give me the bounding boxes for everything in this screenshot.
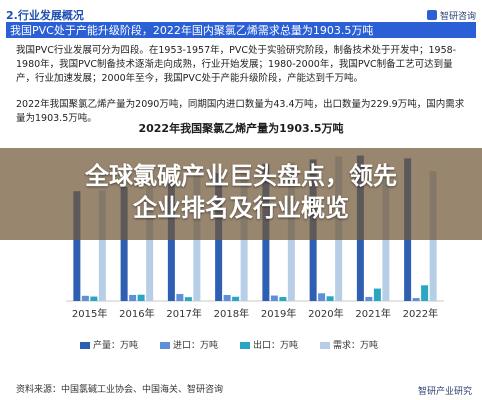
headline: 全球氯碱产业巨头盘点，领先 企业排名及行业概览 — [0, 160, 482, 224]
bar-export-2017年 — [184, 297, 192, 301]
bar-import-2016年 — [129, 294, 137, 301]
bar-demand-2016年 — [146, 187, 154, 301]
bar-export-2020年 — [326, 296, 334, 301]
brand-logo: 智研咨询 — [426, 9, 476, 22]
paragraph-2: 2022年我国聚氯乙烯产量为2090万吨，同期国内进口数量为43.4万吨，出口数… — [16, 99, 465, 124]
source-note: 资料来源：中国氯碱工业协会、中国海关、智研咨询 — [16, 385, 224, 395]
bar-import-2021年 — [365, 296, 373, 301]
legend-item-import: 进口：万吨 — [160, 338, 218, 351]
top-bar: 2.行业发展概况 智研咨询 — [6, 6, 476, 24]
bar-import-2019年 — [270, 295, 278, 301]
legend-item-export: 出口：万吨 — [240, 338, 298, 351]
bar-import-2022年 — [412, 298, 420, 301]
x-tick-label: 2020年 — [308, 307, 343, 320]
brand-logo-icon — [426, 10, 437, 20]
legend-item-demand: 需求：万吨 — [320, 338, 378, 351]
legend-item-production: 产量：万吨 — [80, 338, 138, 351]
paragraph-1: 我国PVC行业发展可分为四段。在1953-1957年，PVC处于实验研究阶段，制… — [16, 45, 457, 84]
bar-export-2021年 — [373, 288, 381, 301]
headline-line-2: 企业排名及行业概览 — [133, 194, 349, 222]
bar-export-2018年 — [232, 296, 240, 301]
bar-import-2015年 — [81, 295, 89, 301]
bar-export-2022年 — [421, 285, 429, 301]
chart-title: 2022年我国聚氯乙烯产量为1903.5万吨 — [138, 122, 344, 135]
headline-overlay — [0, 148, 482, 240]
section-banner: 我国PVC处于产能升级阶段，2022年国内聚氯乙烯需求总量为1903.5万吨 — [6, 22, 476, 38]
x-tick-label: 2015年 — [72, 307, 107, 320]
bar-import-2018年 — [223, 294, 231, 301]
bar-import-2020年 — [318, 293, 326, 301]
chart-legend: 产量：万吨 进口：万吨 出口：万吨 需求：万吨 — [80, 338, 460, 351]
x-tick-label: 2021年 — [355, 307, 390, 320]
x-tick-label: 2019年 — [261, 307, 296, 320]
x-tick-label: 2018年 — [214, 307, 249, 320]
footer-logo: 智研产业研究 — [417, 387, 472, 397]
x-tick-label: 2017年 — [166, 307, 201, 320]
bar-production-2016年 — [120, 187, 128, 301]
bar-export-2016年 — [137, 294, 145, 301]
x-tick-label: 2022年 — [403, 307, 438, 320]
brand-logo-text: 智研咨询 — [439, 11, 476, 22]
x-tick-label: 2016年 — [119, 307, 154, 320]
headline-line-1: 全球氯碱产业巨头盘点，领先 — [85, 162, 397, 190]
section-title: 2.行业发展概况 — [6, 9, 84, 22]
bar-export-2015年 — [90, 296, 98, 301]
bar-export-2019年 — [279, 297, 287, 301]
bar-import-2017年 — [176, 294, 184, 301]
bar-demand-2015年 — [98, 190, 106, 301]
bar-production-2015年 — [73, 191, 81, 301]
